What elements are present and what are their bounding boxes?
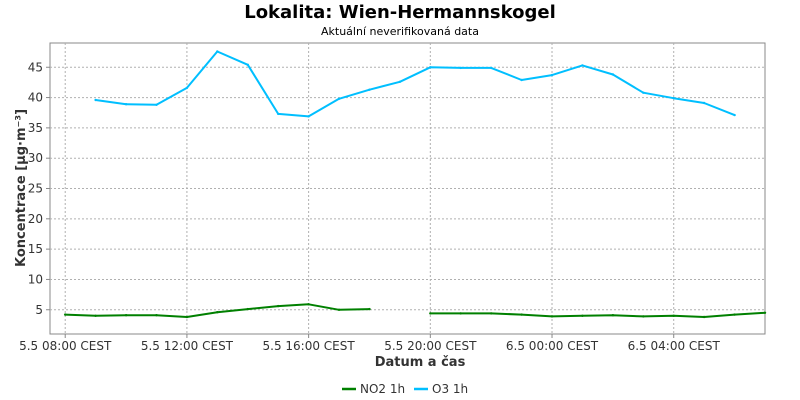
data-point (550, 315, 554, 318)
data-point (672, 97, 675, 100)
data-point (429, 312, 432, 315)
data-point (490, 312, 493, 315)
data-point (246, 307, 249, 311)
data-point (277, 112, 280, 116)
data-point (702, 101, 706, 105)
y-axis-label: Koncentrace [µg·m⁻³] (14, 109, 29, 267)
data-point (94, 314, 97, 317)
data-point (246, 63, 249, 66)
data-point (642, 315, 645, 318)
x-tick-label: 5.5 12:00 CEST (141, 339, 234, 353)
y-tick-label: 30 (28, 151, 43, 165)
x-axis-label: Datum a čas (375, 355, 466, 370)
data-point (337, 308, 341, 311)
chart-subtitle: Aktuální neverifikovaná data (321, 25, 479, 38)
data-point (216, 311, 219, 314)
data-point (337, 97, 341, 101)
legend-label: NO2 1h (360, 382, 405, 396)
y-axis-ticks: 5 10 15 20 25 30 35 40 45 (28, 60, 50, 317)
data-point (94, 98, 97, 102)
data-point (490, 66, 493, 70)
data-point (581, 314, 584, 317)
data-point (277, 304, 280, 308)
data-point (185, 86, 189, 90)
x-axis-ticks: 5.5 08:00 CEST 5.5 12:00 CEST 5.5 16:00 CE… (19, 334, 720, 353)
data-point (307, 115, 310, 118)
y-tick-label: 5 (35, 303, 43, 317)
data-point (124, 103, 128, 106)
y-tick-label: 40 (28, 91, 43, 105)
data-point (307, 303, 310, 306)
series-line-o3-1h (95, 50, 735, 118)
y-tick-label: 20 (28, 212, 43, 226)
data-point (733, 113, 736, 117)
data-point (124, 314, 128, 317)
legend-label: O3 1h (432, 382, 468, 396)
data-point (642, 91, 645, 94)
x-tick-label: 6.5 04:00 CEST (628, 339, 721, 353)
data-point (702, 315, 706, 319)
data-point (155, 314, 158, 317)
data-point (398, 80, 402, 84)
data-point (520, 78, 523, 82)
series-layer (63, 50, 767, 319)
data-point (520, 313, 523, 316)
data-point (459, 66, 462, 70)
data-point (611, 73, 615, 76)
data-point (368, 307, 371, 311)
data-point (550, 73, 554, 77)
data-point (733, 313, 736, 316)
data-point (581, 64, 584, 67)
x-tick-label: 5.5 16:00 CEST (263, 339, 356, 353)
chart-title: Lokalita: Wien-Hermannskogel (244, 2, 556, 23)
y-tick-label: 15 (28, 242, 43, 256)
x-tick-label: 5.5 08:00 CEST (19, 339, 112, 353)
data-point (459, 312, 462, 315)
y-tick-label: 35 (28, 121, 43, 135)
data-point (216, 50, 219, 53)
y-tick-label: 10 (28, 272, 43, 286)
y-tick-label: 25 (28, 182, 43, 196)
data-point (672, 314, 675, 317)
data-point (63, 313, 67, 316)
data-point (185, 315, 189, 319)
data-point (368, 88, 371, 91)
legend: NO2 1h O3 1h (342, 382, 468, 396)
data-point (763, 311, 767, 314)
x-tick-label: 6.5 00:00 CEST (506, 339, 599, 353)
data-point (611, 314, 615, 317)
data-point (155, 103, 158, 107)
x-tick-label: 5.5 20:00 CEST (384, 339, 477, 353)
grid-layer (50, 43, 765, 334)
data-point (429, 66, 432, 69)
y-tick-label: 45 (28, 60, 43, 74)
